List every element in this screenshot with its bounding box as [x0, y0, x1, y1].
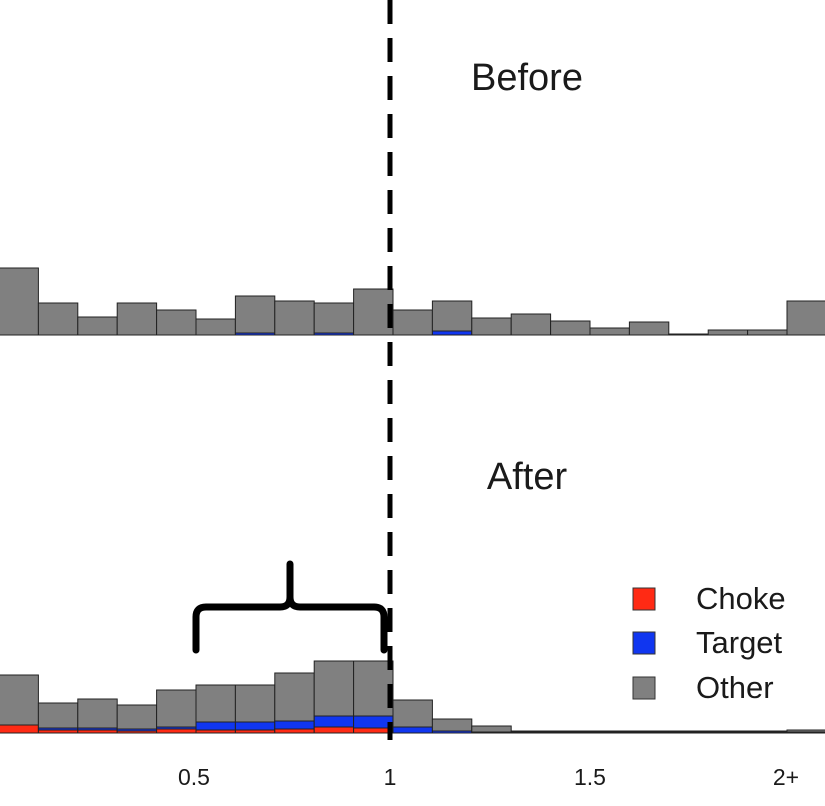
before-bar-other-12 — [471, 317, 512, 336]
before-bar-other-5 — [195, 318, 236, 336]
after-bar-target-10 — [392, 726, 433, 734]
legend: Choke Target Other — [632, 581, 786, 705]
after-bar-other-5 — [195, 684, 236, 723]
before-bar-other-11 — [431, 300, 473, 332]
tick-label-0.5: 0.5 — [178, 764, 210, 790]
legend-label-target: Target — [696, 625, 783, 660]
x-axis-ticks: 0.5 1 1.5 2+ — [178, 764, 799, 790]
before-panel: Before — [0, 57, 825, 336]
tick-label-2plus: 2+ — [773, 764, 799, 790]
after-bars — [0, 660, 825, 734]
after-bar-choke-8 — [313, 726, 355, 734]
after-bar-other-10 — [392, 699, 433, 728]
tick-label-1.5: 1.5 — [574, 764, 606, 790]
after-bar-other-0 — [0, 674, 39, 726]
after-bar-target-9 — [353, 715, 394, 729]
after-title: After — [487, 456, 568, 498]
before-bar-other-7 — [274, 300, 315, 336]
after-bar-target-5 — [195, 721, 236, 731]
after-bar-other-4 — [156, 689, 197, 728]
after-bar-other-2 — [77, 698, 118, 729]
after-bar-choke-7 — [274, 728, 315, 734]
after-bar-target-6 — [234, 721, 276, 731]
after-bar-other-11 — [431, 718, 473, 732]
before-bar-other-4 — [156, 309, 197, 336]
after-bar-choke-4 — [156, 728, 197, 734]
after-bar-target-7 — [274, 720, 315, 730]
after-bar-other-7 — [274, 672, 315, 722]
before-bar-other-17 — [668, 333, 709, 336]
after-bar-choke-0 — [0, 724, 39, 734]
after-bar-other-20 — [786, 729, 825, 733]
after-bar-other-6 — [234, 684, 276, 723]
after-bar-other-12 — [471, 725, 512, 733]
before-bar-other-16 — [628, 321, 670, 336]
before-bar-other-0 — [0, 267, 39, 336]
after-bar-other-18 — [707, 730, 749, 733]
after-bar-other-15 — [589, 730, 630, 733]
after-bar-other-14 — [550, 730, 591, 733]
after-bar-other-9 — [353, 660, 394, 717]
legend-swatch-other — [632, 676, 656, 700]
after-bar-other-13 — [510, 730, 552, 733]
before-bars — [0, 267, 825, 336]
before-bar-other-9 — [353, 288, 394, 336]
after-bar-other-8 — [313, 660, 355, 717]
after-bar-other-3 — [116, 704, 158, 730]
after-bar-other-1 — [37, 702, 79, 729]
before-bar-other-19 — [747, 329, 788, 336]
before-bar-other-13 — [510, 313, 552, 336]
before-bar-target-11 — [431, 330, 473, 336]
before-bar-other-14 — [550, 320, 591, 336]
after-bar-other-16 — [628, 730, 670, 733]
after-bar-other-17 — [668, 730, 709, 733]
legend-swatch-choke — [632, 587, 656, 611]
tick-label-1: 1 — [384, 764, 397, 790]
before-bar-other-8 — [313, 302, 355, 334]
before-bar-other-3 — [116, 302, 158, 336]
after-bar-other-19 — [747, 730, 788, 733]
before-bar-other-2 — [77, 316, 118, 336]
before-title: Before — [471, 57, 583, 99]
legend-label-other: Other — [696, 670, 774, 705]
before-bar-other-1 — [37, 302, 79, 336]
legend-swatch-target — [632, 631, 656, 655]
after-bar-choke-9 — [353, 727, 394, 734]
after-bar-target-8 — [313, 715, 355, 728]
brace-annotation — [192, 560, 388, 654]
before-bar-other-20 — [786, 300, 825, 336]
before-bar-other-6 — [234, 295, 276, 334]
before-bar-other-10 — [392, 309, 433, 336]
legend-label-choke: Choke — [696, 581, 786, 616]
after-panel: After — [0, 456, 825, 734]
before-bar-other-18 — [707, 329, 749, 336]
before-bar-other-15 — [589, 327, 630, 336]
